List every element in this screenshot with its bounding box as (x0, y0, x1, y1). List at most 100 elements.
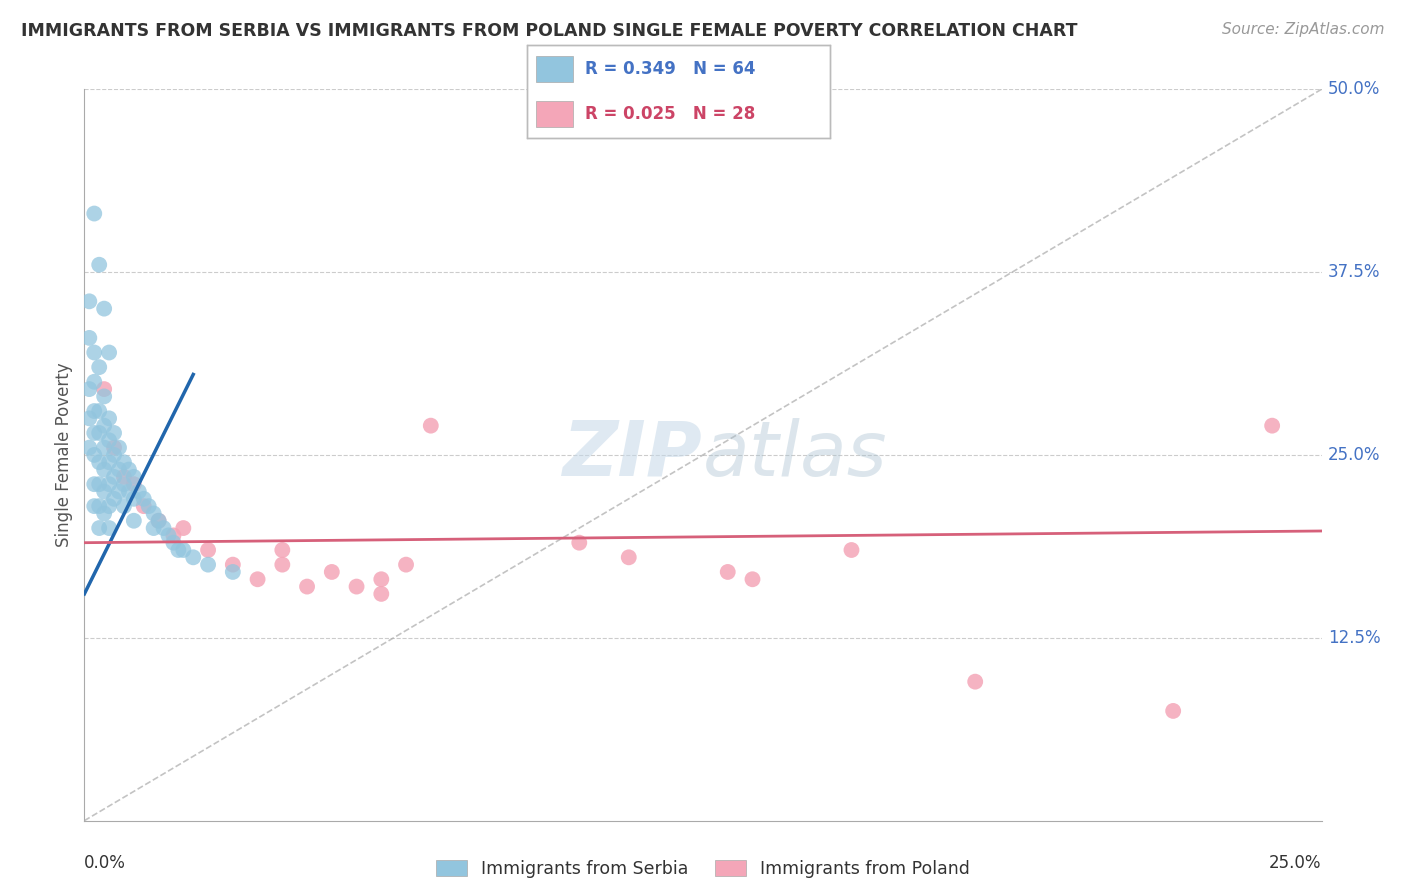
Point (79, 411, 101, 425)
Point (79, 382, 101, 396)
Text: 0.0%: 0.0% (84, 854, 127, 871)
Point (108, 462, 131, 476)
Text: IMMIGRANTS FROM SERBIA VS IMMIGRANTS FROM POLAND SINGLE FEMALE POVERTY CORRELATI: IMMIGRANTS FROM SERBIA VS IMMIGRANTS FRO… (21, 22, 1077, 40)
Point (321, 565, 343, 579)
Point (568, 535, 591, 549)
Point (79, 441, 101, 455)
Point (93, 484, 115, 499)
Point (419, 418, 441, 433)
Point (157, 528, 180, 542)
Point (132, 499, 155, 513)
Point (93, 462, 115, 476)
Point (172, 543, 194, 558)
Point (83, 425, 105, 440)
Point (148, 514, 170, 528)
Point (138, 499, 160, 513)
Point (89, 404, 111, 418)
Text: Source: ZipAtlas.com: Source: ZipAtlas.com (1222, 22, 1385, 37)
Point (103, 441, 125, 455)
Point (93, 301, 115, 316)
Point (617, 550, 640, 565)
Point (162, 535, 184, 549)
Point (148, 514, 170, 528)
Point (965, 674, 987, 689)
Point (103, 491, 125, 506)
Point (295, 580, 318, 594)
Point (98, 477, 121, 491)
Point (83, 477, 105, 491)
Point (89, 477, 111, 491)
Point (246, 572, 269, 586)
Point (93, 389, 115, 403)
Point (142, 507, 165, 521)
Point (112, 470, 135, 484)
Point (370, 587, 392, 601)
Point (118, 484, 141, 499)
Point (93, 441, 115, 455)
Text: 25.0%: 25.0% (1270, 854, 1322, 871)
Text: R = 0.025   N = 28: R = 0.025 N = 28 (585, 105, 755, 123)
Y-axis label: Single Female Poverty: Single Female Poverty (55, 363, 73, 547)
Point (93, 382, 115, 396)
Point (112, 455, 135, 469)
Point (152, 521, 174, 535)
Point (98, 499, 121, 513)
Bar (536, 56, 572, 82)
Point (98, 455, 121, 469)
Point (271, 543, 294, 558)
Point (89, 499, 111, 513)
Legend: Immigrants from Serbia, Immigrants from Poland: Immigrants from Serbia, Immigrants from … (429, 854, 977, 885)
Point (83, 206, 105, 220)
Point (103, 470, 125, 484)
Point (79, 294, 101, 309)
Point (108, 484, 131, 499)
Text: ZIP: ZIP (564, 418, 703, 491)
Text: 37.5%: 37.5% (1327, 263, 1381, 281)
Text: atlas: atlas (703, 418, 887, 491)
Point (89, 258, 111, 272)
Point (132, 491, 155, 506)
Text: 12.5%: 12.5% (1327, 629, 1381, 647)
Point (222, 558, 245, 572)
Point (112, 477, 135, 491)
Point (83, 448, 105, 462)
Point (98, 345, 121, 359)
Bar (536, 101, 572, 127)
Point (1261, 418, 1284, 433)
Point (197, 558, 219, 572)
Point (370, 572, 392, 586)
Point (128, 484, 150, 499)
Point (841, 543, 863, 558)
Point (98, 521, 121, 535)
Point (83, 375, 105, 389)
Point (717, 565, 740, 579)
Point (197, 543, 219, 558)
Point (108, 441, 131, 455)
Point (172, 521, 194, 535)
Point (79, 331, 101, 345)
Point (271, 558, 294, 572)
Point (93, 507, 115, 521)
Text: R = 0.349   N = 64: R = 0.349 N = 64 (585, 60, 755, 78)
Point (741, 572, 763, 586)
Text: 25.0%: 25.0% (1327, 446, 1381, 464)
Point (142, 521, 165, 535)
Point (181, 550, 204, 565)
Point (1161, 704, 1184, 718)
Point (122, 514, 145, 528)
Point (162, 528, 184, 542)
Point (83, 404, 105, 418)
Point (346, 580, 368, 594)
Point (118, 462, 141, 476)
Point (222, 565, 245, 579)
Point (395, 558, 418, 572)
Point (98, 434, 121, 448)
Point (103, 425, 125, 440)
Point (83, 499, 105, 513)
Point (83, 345, 105, 359)
Point (122, 470, 145, 484)
Text: 50.0%: 50.0% (1327, 80, 1381, 98)
Point (89, 425, 111, 440)
Point (122, 491, 145, 506)
Point (98, 411, 121, 425)
